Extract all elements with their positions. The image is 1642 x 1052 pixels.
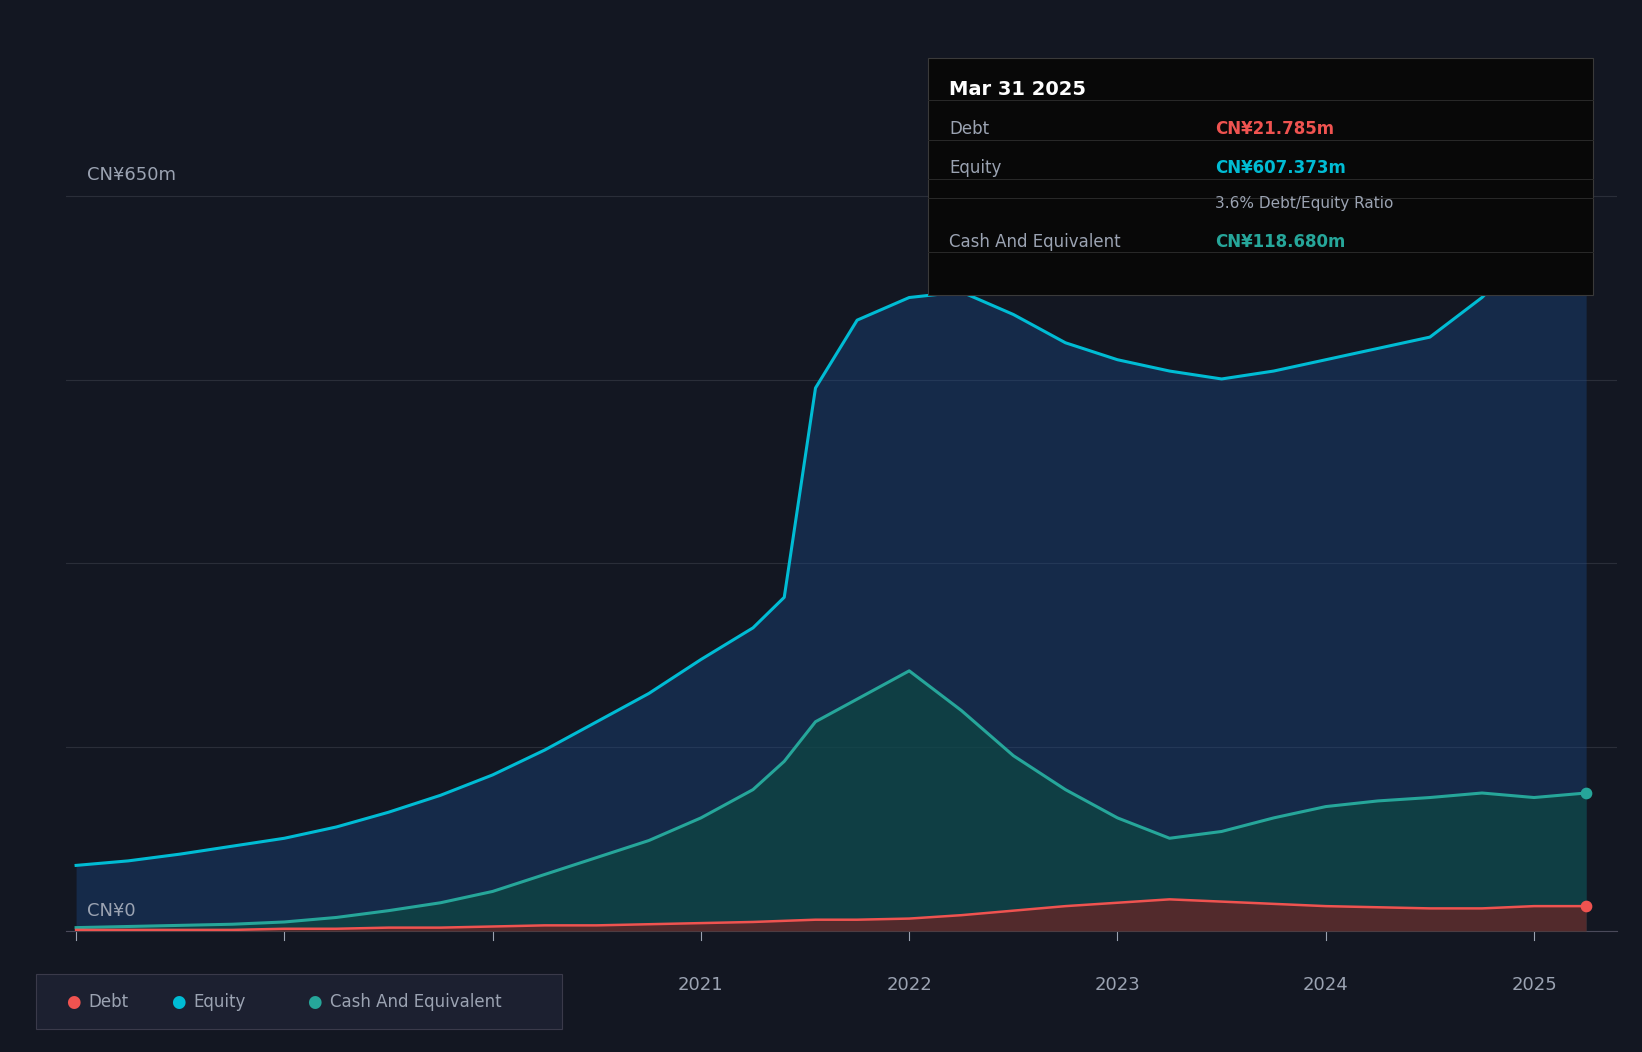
Text: Mar 31 2025: Mar 31 2025	[949, 80, 1085, 99]
Text: CN¥21.785m: CN¥21.785m	[1215, 120, 1335, 139]
Text: ●: ●	[307, 992, 322, 1011]
Text: 2025: 2025	[1511, 976, 1557, 994]
Text: 3.6% Debt/Equity Ratio: 3.6% Debt/Equity Ratio	[1215, 196, 1394, 210]
Text: 2022: 2022	[887, 976, 933, 994]
Text: Equity: Equity	[949, 159, 1002, 178]
Text: CN¥118.680m: CN¥118.680m	[1215, 232, 1345, 251]
Text: CN¥650m: CN¥650m	[87, 166, 176, 184]
Text: CN¥607.373m: CN¥607.373m	[1215, 159, 1346, 178]
Point	[1573, 227, 1599, 244]
Text: 2018: 2018	[53, 976, 99, 994]
Text: Cash And Equivalent: Cash And Equivalent	[330, 992, 502, 1011]
Text: Debt: Debt	[949, 120, 988, 139]
Text: ●: ●	[66, 992, 80, 1011]
Text: Cash And Equivalent: Cash And Equivalent	[949, 232, 1121, 251]
Text: 2019: 2019	[261, 976, 307, 994]
Text: Equity: Equity	[194, 992, 246, 1011]
Text: CN¥0: CN¥0	[87, 902, 135, 919]
Text: 2023: 2023	[1095, 976, 1141, 994]
Text: ●: ●	[171, 992, 186, 1011]
Text: Debt: Debt	[89, 992, 128, 1011]
Text: 2021: 2021	[678, 976, 724, 994]
Text: 2024: 2024	[1302, 976, 1348, 994]
Point	[1573, 897, 1599, 914]
Text: 2020: 2020	[470, 976, 516, 994]
Point	[1573, 785, 1599, 802]
